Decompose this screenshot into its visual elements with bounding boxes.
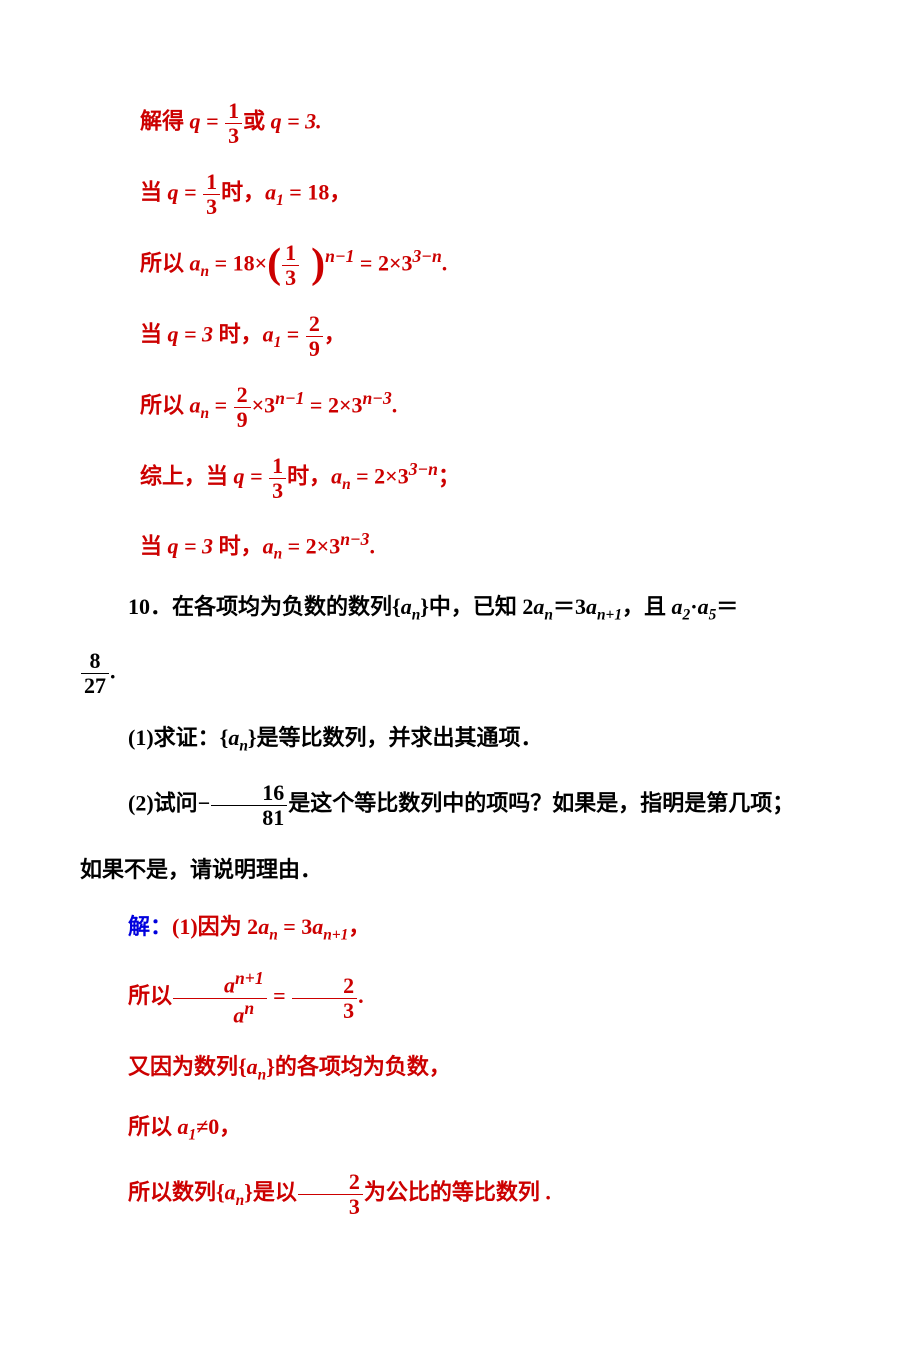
question-10-line1: 10．在各项均为负数的数列{an}中，已知 2an＝3an+1，且 a2·a5＝ xyxy=(80,590,840,627)
solution-line-7: 当 q = 3 时，an = 2×3n−3. xyxy=(140,526,840,566)
solution10-line4: 所以 a1≠0， xyxy=(80,1110,840,1147)
question-10-part1: (1)求证：{an}是等比数列，并求出其通项． xyxy=(80,721,840,758)
question-10-part2-line1: (2)试问−1681是这个等比数列中的项吗？如果是，指明是第几项； xyxy=(80,782,840,829)
solution-line-1: 解得 q = 13或 q = 3. xyxy=(140,100,840,147)
solution-line-3: 所以 an = 18×(13 )n−1 = 2×33−n. xyxy=(140,242,840,289)
question-10-part2-line2: 如果不是，请说明理由． xyxy=(80,853,840,886)
solution-line-2: 当 q = 13时，a1 = 18， xyxy=(140,171,840,218)
solution10-line5: 所以数列{an}是以23为公比的等比数列 . xyxy=(80,1171,840,1218)
solution-line-4: 当 q = 3 时，a1 = 29， xyxy=(140,313,840,360)
solution-line-5: 所以 an = 29×3n−1 = 2×3n−3. xyxy=(140,384,840,431)
page-container: 解得 q = 13或 q = 3. 当 q = 13时，a1 = 18， 所以 … xyxy=(0,0,920,1362)
solution10-line2: 所以an+1an = 23. xyxy=(80,970,840,1026)
solution10-line1: 解：(1)因为 2an = 3an+1， xyxy=(80,910,840,947)
solution10-line3: 又因为数列{an}的各项均为负数， xyxy=(80,1050,840,1087)
question-10-line2: 827. xyxy=(80,650,840,697)
solution-line-6: 综上，当 q = 13时，an = 2×33−n； xyxy=(140,455,840,502)
